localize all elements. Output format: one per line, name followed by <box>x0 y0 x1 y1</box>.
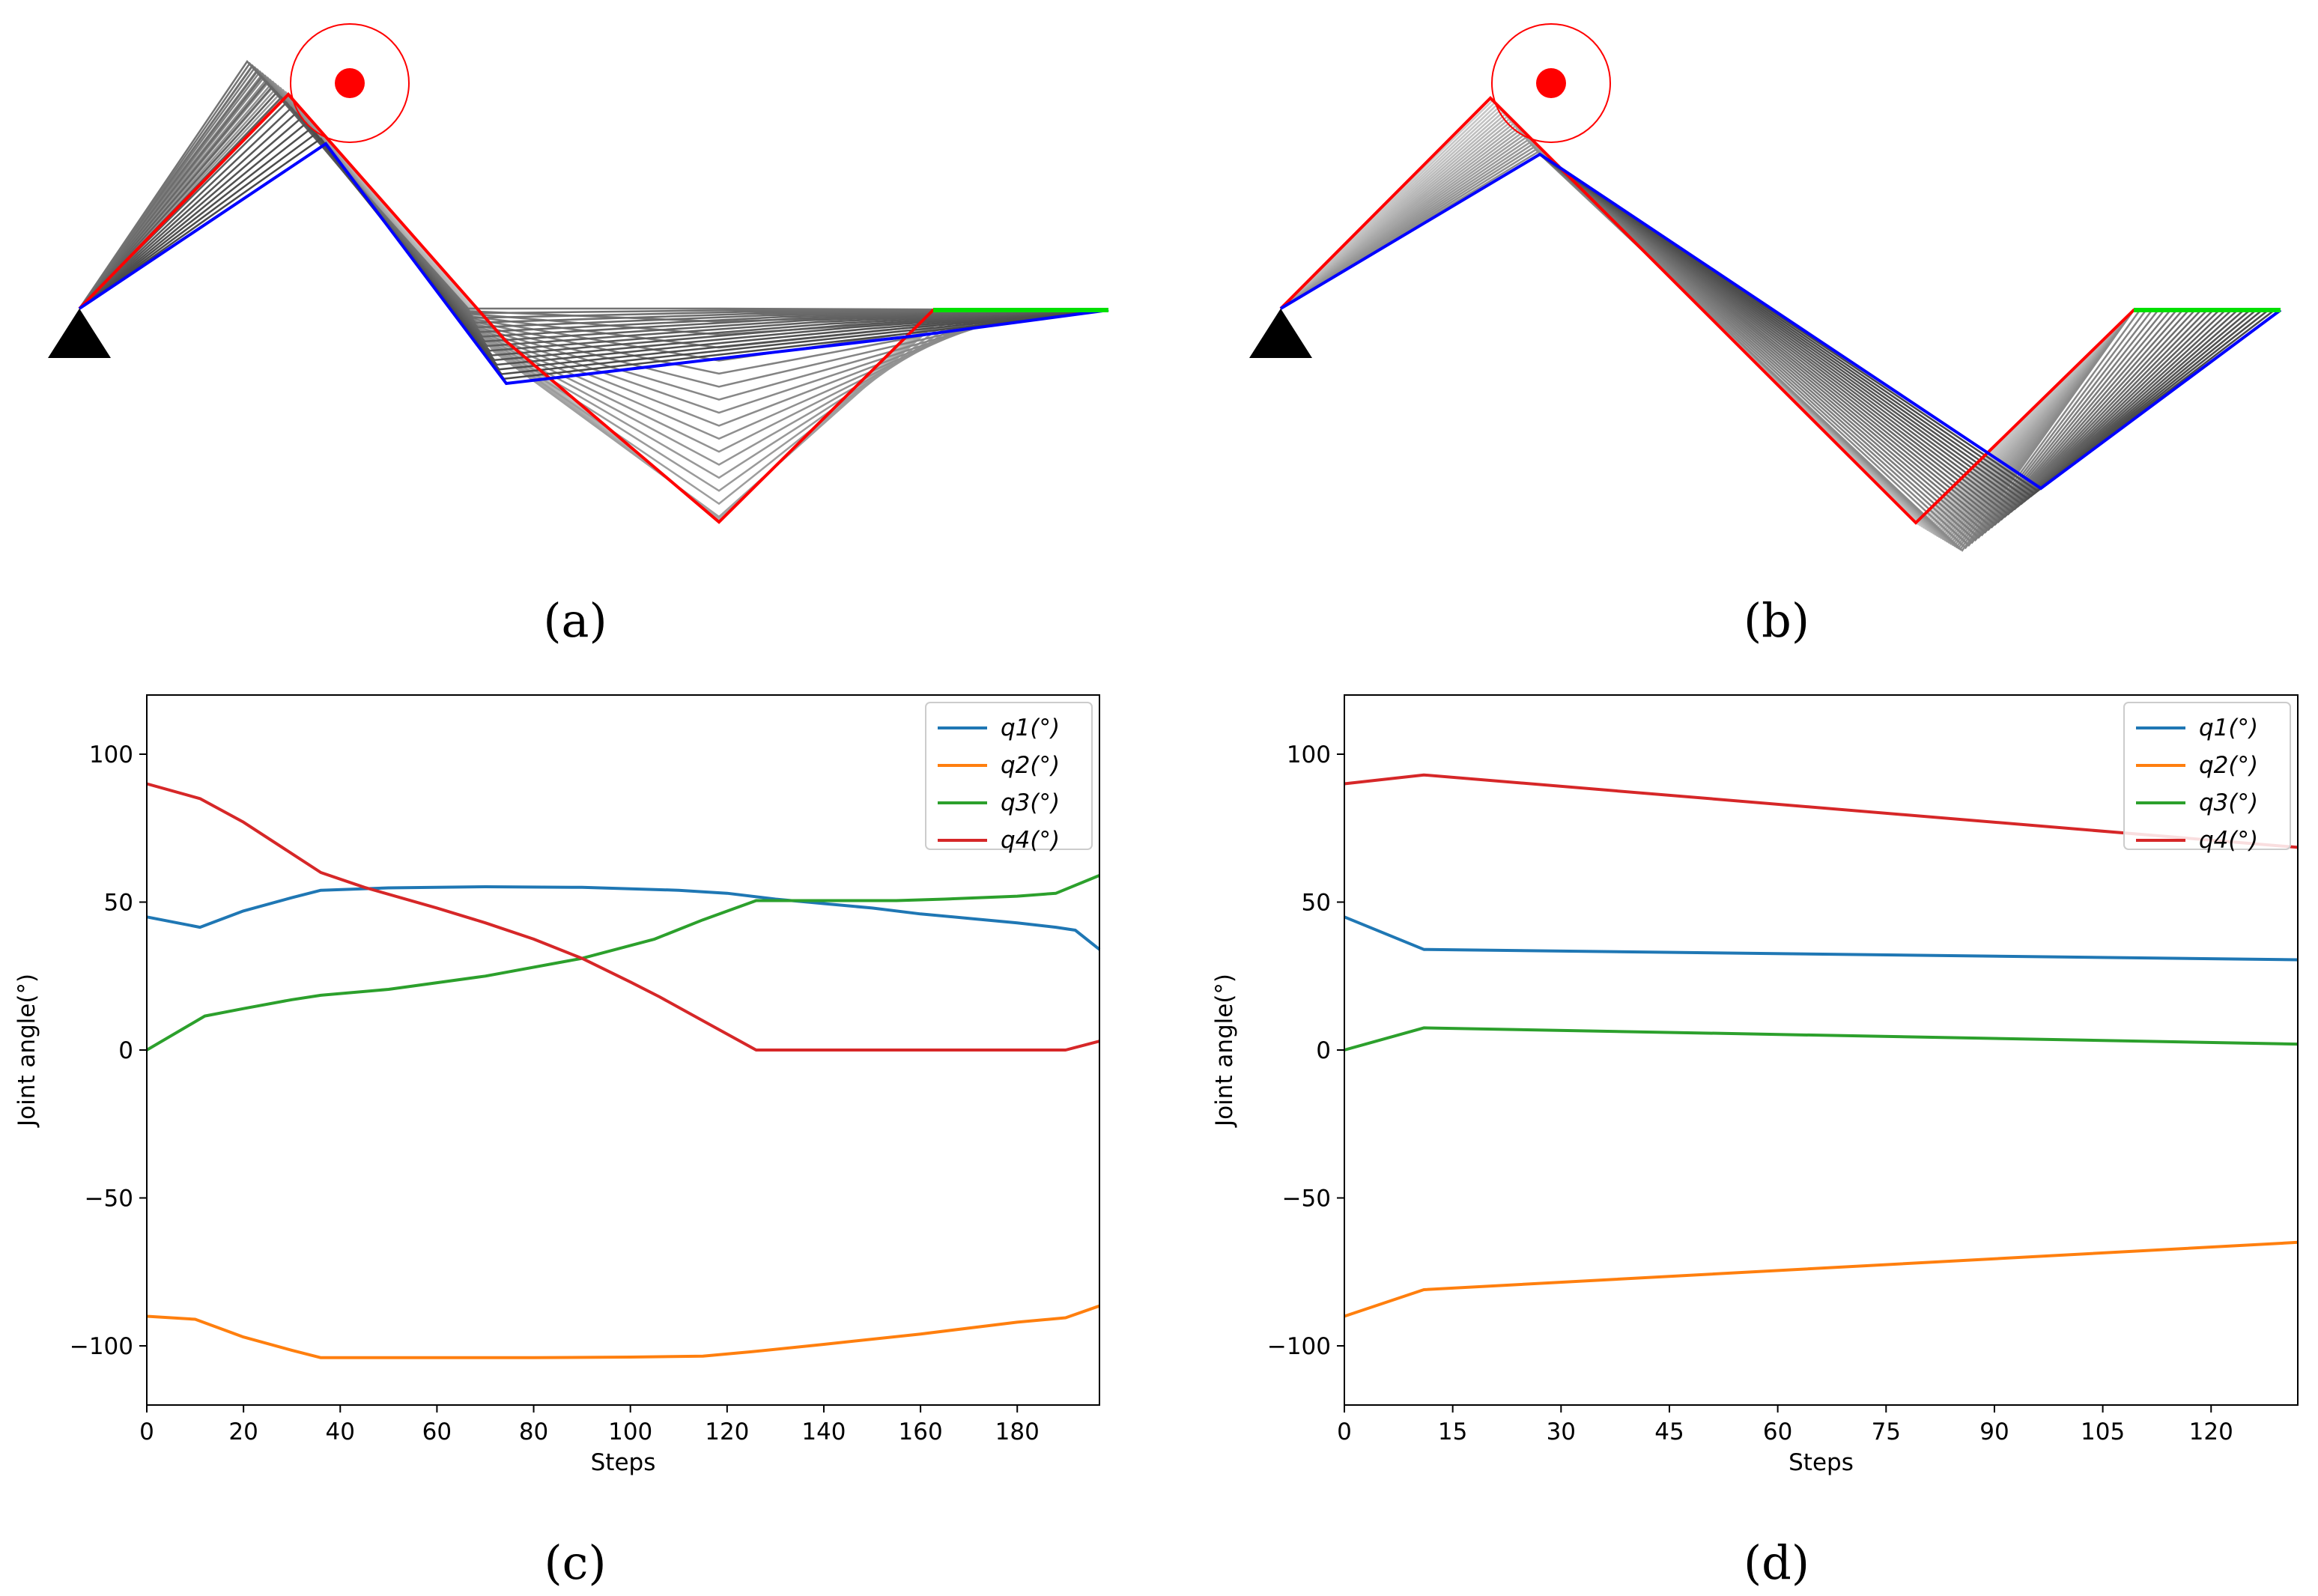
trail-pose-a <box>79 111 1109 356</box>
x-tick-label: 0 <box>139 1419 154 1445</box>
target-point-a <box>335 68 365 98</box>
target-point-b <box>1536 68 1566 98</box>
series-line-q3 <box>145 874 1100 1052</box>
y-tick-label: −100 <box>70 1333 133 1360</box>
series-line-q4 <box>1344 773 2299 849</box>
panel-label-c: (c) <box>544 1535 606 1590</box>
x-tick-label: 0 <box>1337 1419 1352 1445</box>
y-tick-label: 100 <box>1287 741 1331 768</box>
trail-pose-a <box>79 75 1109 324</box>
legend-box <box>2123 702 2291 850</box>
x-tick-label: 80 <box>519 1419 548 1445</box>
trail-pose-a <box>79 93 1108 521</box>
x-tick-label: 60 <box>422 1419 452 1445</box>
legend-label-q1: q1(°) <box>1001 714 1060 741</box>
panel-label-d: (d) <box>1744 1535 1809 1590</box>
legend-label-q2: q2(°) <box>1001 752 1060 779</box>
series-line-q1 <box>1344 915 2299 962</box>
series-line-q2 <box>1344 1240 2299 1318</box>
x-tick-label: 20 <box>228 1419 258 1445</box>
x-tick-label: 120 <box>2189 1419 2233 1445</box>
x-tick-label: 90 <box>1979 1419 2009 1445</box>
trail-pose-a <box>79 132 1109 375</box>
x-tick-label: 140 <box>801 1419 846 1445</box>
x-tick-label: 45 <box>1654 1419 1684 1445</box>
legend-label-q4: q4(°) <box>2199 827 2258 854</box>
trail-pose-a <box>79 93 1108 521</box>
trail-pose-a <box>79 93 1108 519</box>
trail-pose-a <box>78 70 1109 319</box>
y-axis-label: Joint angle(°) <box>13 974 40 1128</box>
series-line-q1 <box>146 885 1101 951</box>
legend-label-q2: q2(°) <box>2199 752 2258 779</box>
x-axis-label: Steps <box>591 1449 656 1476</box>
trail-pose-a <box>79 93 1108 520</box>
trail-pose-a <box>78 64 1109 315</box>
panel-b-arm-sequence: (b) <box>1249 23 2282 648</box>
panel-a-arm-sequence: (a) <box>48 23 1109 648</box>
joint-angle-chart-c: 0 20 40 60 80 100 120 140 160 180 −100 −50 0 50 100 Ste… <box>13 694 1101 1476</box>
y-tick-label: 100 <box>89 741 133 768</box>
motion-trail-a <box>78 59 1109 524</box>
joint-angle-chart-d: 0 15 30 45 60 75 90 105 120 −100 −50 0 50 100 Steps Joi… <box>1211 694 2299 1476</box>
trail-pose-a <box>79 85 1109 333</box>
x-tick-label: 105 <box>2081 1419 2125 1445</box>
target-zone-circle-a <box>290 23 410 143</box>
trail-pose-a <box>79 93 1108 520</box>
x-tick-label: 30 <box>1547 1419 1576 1445</box>
legend: q1(°) q2(°) q3(°) q4(°) <box>2123 702 2291 854</box>
y-tick-label: 50 <box>104 890 133 917</box>
legend: q1(°) q2(°) q3(°) q4(°) <box>925 702 1093 854</box>
trail-pose-a <box>78 59 1109 312</box>
y-tick-label: −100 <box>1267 1333 1331 1360</box>
y-tick-label: −50 <box>85 1186 133 1213</box>
x-tick-label: 160 <box>899 1419 943 1445</box>
x-tick-label: 75 <box>1872 1419 1901 1445</box>
y-axis-label: Joint angle(°) <box>1211 974 1238 1128</box>
legend-label-q3: q3(°) <box>2199 789 2258 816</box>
legend-label-q4: q4(°) <box>1001 827 1060 854</box>
x-tick-label: 100 <box>608 1419 652 1445</box>
x-tick-label: 120 <box>705 1419 749 1445</box>
y-tick-label: −50 <box>1282 1186 1331 1213</box>
trail-pose-a <box>79 93 1108 521</box>
x-tick-label: 180 <box>995 1419 1040 1445</box>
trail-pose-a <box>79 96 1109 343</box>
series-line-q3 <box>1344 1026 2299 1052</box>
trail-pose-a <box>79 127 1109 371</box>
legend-label-q3: q3(°) <box>1001 789 1060 816</box>
trail-pose-a <box>79 116 1109 362</box>
series-line-q4 <box>146 782 1100 1052</box>
arm-final-pose-b <box>1279 152 2282 491</box>
x-tick-label: 60 <box>1763 1419 1792 1445</box>
trail-pose-a <box>79 93 1108 522</box>
motion-trail-b <box>1280 97 2281 552</box>
trail-pose-a <box>79 80 1109 329</box>
legend-label-q1: q1(°) <box>2199 714 2258 741</box>
base-triangle-icon-b <box>1249 309 1312 358</box>
y-tick-label: 50 <box>1302 890 1331 917</box>
trail-pose-a <box>79 93 1108 518</box>
trail-pose-a <box>79 101 1109 348</box>
trail-pose-a <box>79 93 1108 522</box>
x-tick-label: 40 <box>326 1419 355 1445</box>
trail-pose-a <box>79 93 1108 519</box>
panel-label-a: (a) <box>543 593 607 648</box>
x-tick-label: 15 <box>1438 1419 1467 1445</box>
y-tick-label: 0 <box>1316 1037 1331 1064</box>
arm-final-pose-a <box>78 142 1109 386</box>
legend-box <box>925 702 1093 850</box>
y-tick-label: 0 <box>118 1037 133 1064</box>
series-line-q2 <box>146 1304 1100 1359</box>
x-axis-label: Steps <box>1788 1449 1854 1476</box>
panel-label-b: (b) <box>1744 593 1809 648</box>
base-triangle-icon-a <box>48 309 111 358</box>
trail-pose-a <box>79 91 1109 338</box>
trail-pose-a <box>79 121 1109 366</box>
trail-pose-a <box>79 93 1108 522</box>
trail-pose-a <box>79 93 1108 521</box>
target-zone-circle-b <box>1491 23 1611 143</box>
trail-pose-a <box>79 93 1108 519</box>
